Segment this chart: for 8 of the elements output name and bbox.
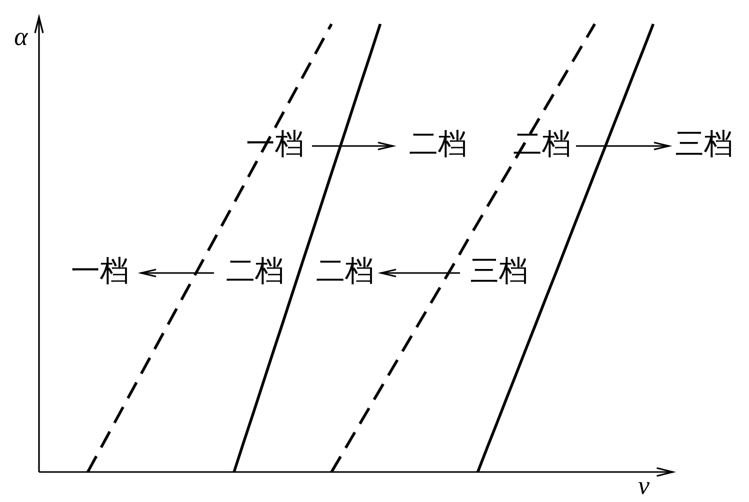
annotation: 一档 xyxy=(71,256,129,288)
annotation: 二档 xyxy=(226,256,284,288)
text: 三档 xyxy=(675,128,733,161)
y-axis-title: α xyxy=(14,22,30,51)
annotation: 二档 xyxy=(409,128,467,161)
x-axis-title: v xyxy=(638,470,650,500)
annotation: 三档 xyxy=(470,256,528,288)
annotation: 二档 xyxy=(316,256,374,288)
